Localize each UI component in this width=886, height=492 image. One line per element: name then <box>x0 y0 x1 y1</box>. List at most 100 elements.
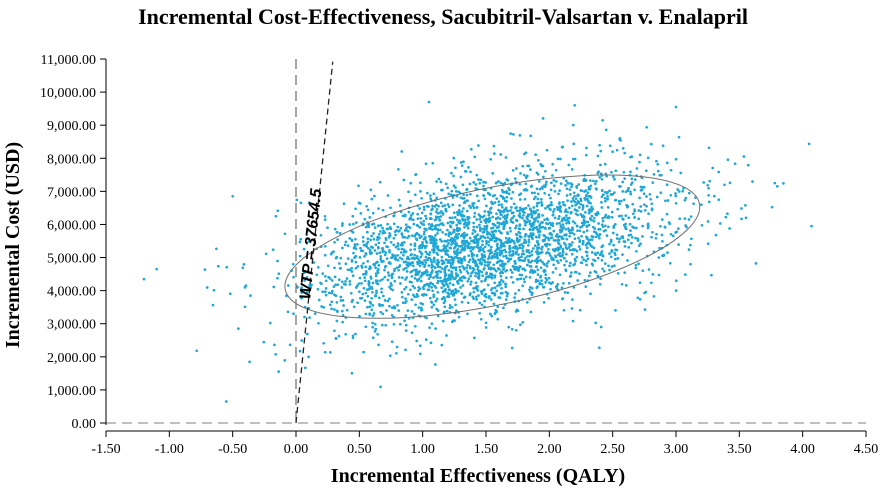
scatter-point <box>502 220 506 224</box>
scatter-point <box>344 280 347 283</box>
scatter-point <box>352 246 356 250</box>
scatter-point <box>384 238 388 242</box>
scatter-point <box>439 276 442 280</box>
scatter-point <box>399 210 403 214</box>
scatter-point <box>700 223 704 227</box>
scatter-point <box>728 227 731 230</box>
scatter-point <box>369 238 373 242</box>
scatter-point <box>532 226 536 230</box>
scatter-point <box>400 150 404 153</box>
scatter-point <box>604 199 607 203</box>
scatter-point <box>436 258 439 262</box>
scatter-point <box>601 254 605 258</box>
scatter-point <box>361 240 365 243</box>
scatter-point <box>536 192 540 196</box>
scatter-point <box>582 223 586 227</box>
scatter-point <box>668 261 672 265</box>
scatter-point <box>450 305 454 309</box>
scatter-point <box>357 184 360 188</box>
scatter-point <box>536 268 540 272</box>
scatter-point <box>439 201 443 205</box>
scatter-point <box>591 235 595 239</box>
scatter-point <box>452 230 456 234</box>
scatter-point <box>451 203 455 207</box>
scatter-point <box>480 303 484 307</box>
scatter-point <box>296 286 299 289</box>
scatter-point <box>665 161 669 165</box>
scatter-point <box>419 181 422 185</box>
scatter-point <box>326 226 329 230</box>
scatter-point <box>454 233 458 236</box>
scatter-point <box>445 282 448 286</box>
scatter-point <box>417 257 420 261</box>
scatter-point <box>557 214 561 218</box>
scatter-point <box>409 214 413 217</box>
scatter-point <box>522 277 526 281</box>
scatter-point <box>433 205 437 208</box>
scatter-point <box>359 212 363 215</box>
scatter-point <box>620 214 623 218</box>
scatter-point <box>453 238 457 242</box>
scatter-point <box>404 266 408 270</box>
scatter-point <box>584 194 588 198</box>
x-tick-label: -1.50 <box>91 442 120 457</box>
scatter-point <box>499 271 503 274</box>
scatter-point <box>385 309 388 312</box>
scatter-point <box>404 323 408 327</box>
scatter-point <box>502 306 505 310</box>
scatter-point <box>417 261 421 265</box>
scatter-point <box>600 258 604 262</box>
scatter-point <box>508 251 511 254</box>
scatter-point <box>373 330 377 333</box>
scatter-point <box>362 286 366 290</box>
scatter-point <box>420 293 424 297</box>
scatter-point <box>586 191 590 195</box>
scatter-point <box>568 275 572 278</box>
scatter-point <box>396 225 400 229</box>
y-tick-label: 1,000.00 <box>47 384 96 399</box>
scatter-point <box>651 230 654 234</box>
scatter-point <box>475 206 479 209</box>
scatter-point <box>677 135 681 139</box>
scatter-point <box>634 266 638 270</box>
scatter-point <box>570 185 573 189</box>
scatter-point <box>629 192 633 196</box>
scatter-point <box>565 221 568 225</box>
scatter-point <box>330 279 334 282</box>
scatter-point <box>450 270 453 273</box>
scatter-point <box>386 299 390 303</box>
scatter-point <box>316 266 320 269</box>
scatter-point <box>547 193 551 197</box>
scatter-point <box>379 224 383 227</box>
scatter-point <box>303 315 306 319</box>
scatter-point <box>419 255 423 259</box>
scatter-point <box>362 243 366 247</box>
scatter-point <box>224 400 228 403</box>
scatter-point <box>549 201 553 204</box>
scatter-point <box>485 272 488 276</box>
scatter-point <box>493 239 497 243</box>
scatter-point <box>377 241 381 245</box>
scatter-point <box>581 241 585 245</box>
scatter-point <box>688 243 692 247</box>
scatter-point <box>599 149 603 153</box>
scatter-point <box>472 297 476 301</box>
scatter-point <box>299 201 303 205</box>
scatter-point <box>404 329 408 332</box>
scatter-point <box>527 240 531 244</box>
scatter-point <box>324 293 328 297</box>
scatter-point <box>621 218 625 221</box>
scatter-point <box>547 276 551 280</box>
scatter-point <box>601 225 605 229</box>
scatter-point <box>496 305 500 309</box>
scatter-point <box>578 229 582 233</box>
scatter-point <box>508 226 512 230</box>
scatter-point <box>361 249 364 253</box>
scatter-point <box>511 221 515 224</box>
scatter-point <box>645 204 648 208</box>
scatter-point <box>633 215 637 219</box>
scatter-point <box>457 315 461 319</box>
scatter-point <box>381 277 384 281</box>
scatter-point <box>430 305 434 309</box>
scatter-point <box>564 208 568 211</box>
